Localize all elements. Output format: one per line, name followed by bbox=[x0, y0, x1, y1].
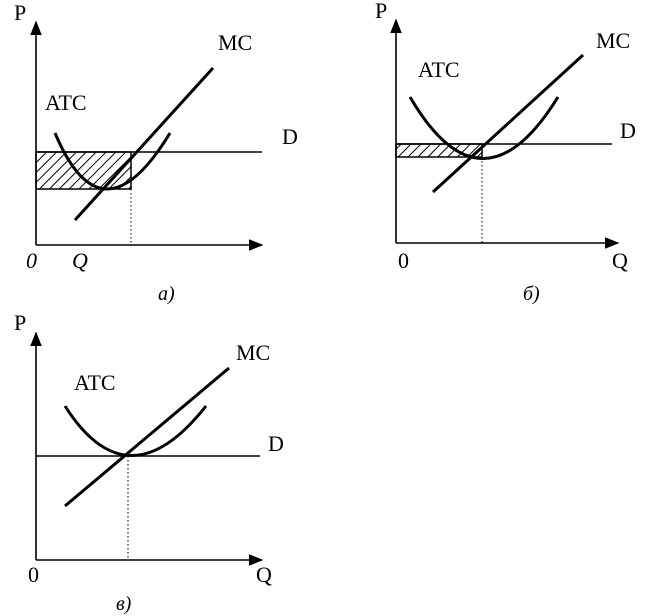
demand-label: D bbox=[282, 124, 298, 149]
demand-label: D bbox=[620, 118, 636, 143]
panel-a: P MC ATC D 0 Q а) bbox=[14, 0, 298, 305]
origin-label: 0 bbox=[28, 562, 39, 587]
atc-label: ATC bbox=[74, 370, 116, 395]
atc-label: ATC bbox=[418, 57, 460, 82]
caption: а) bbox=[158, 283, 175, 305]
mc-label: MC bbox=[218, 30, 252, 55]
x-axis-label: Q bbox=[612, 248, 628, 273]
mc-curve bbox=[64, 366, 230, 508]
caption: б) bbox=[523, 283, 540, 305]
atc-curve bbox=[408, 96, 560, 160]
profit-area bbox=[35, 151, 132, 190]
mc-label: MC bbox=[236, 340, 270, 365]
origin-label: 0 bbox=[398, 248, 409, 273]
x-axis-label: Q bbox=[256, 562, 272, 587]
panel-b: P MC ATC D 0 Q б) bbox=[375, 0, 636, 305]
y-axis-label: P bbox=[14, 310, 26, 335]
caption: в) bbox=[116, 593, 132, 615]
y-axis-label: P bbox=[375, 0, 387, 23]
x-axis-label: Q bbox=[72, 248, 88, 273]
mc-curve bbox=[431, 53, 585, 194]
panel-c: P MC ATC D 0 Q в) bbox=[14, 310, 284, 615]
atc-curve bbox=[63, 405, 208, 457]
atc-label: ATC bbox=[45, 90, 87, 115]
y-axis-label: P bbox=[14, 0, 26, 25]
mc-label: MC bbox=[596, 28, 630, 53]
demand-label: D bbox=[268, 431, 284, 456]
atc-curve bbox=[53, 132, 172, 191]
origin-label: 0 bbox=[26, 248, 37, 273]
mc-curve bbox=[73, 66, 215, 222]
